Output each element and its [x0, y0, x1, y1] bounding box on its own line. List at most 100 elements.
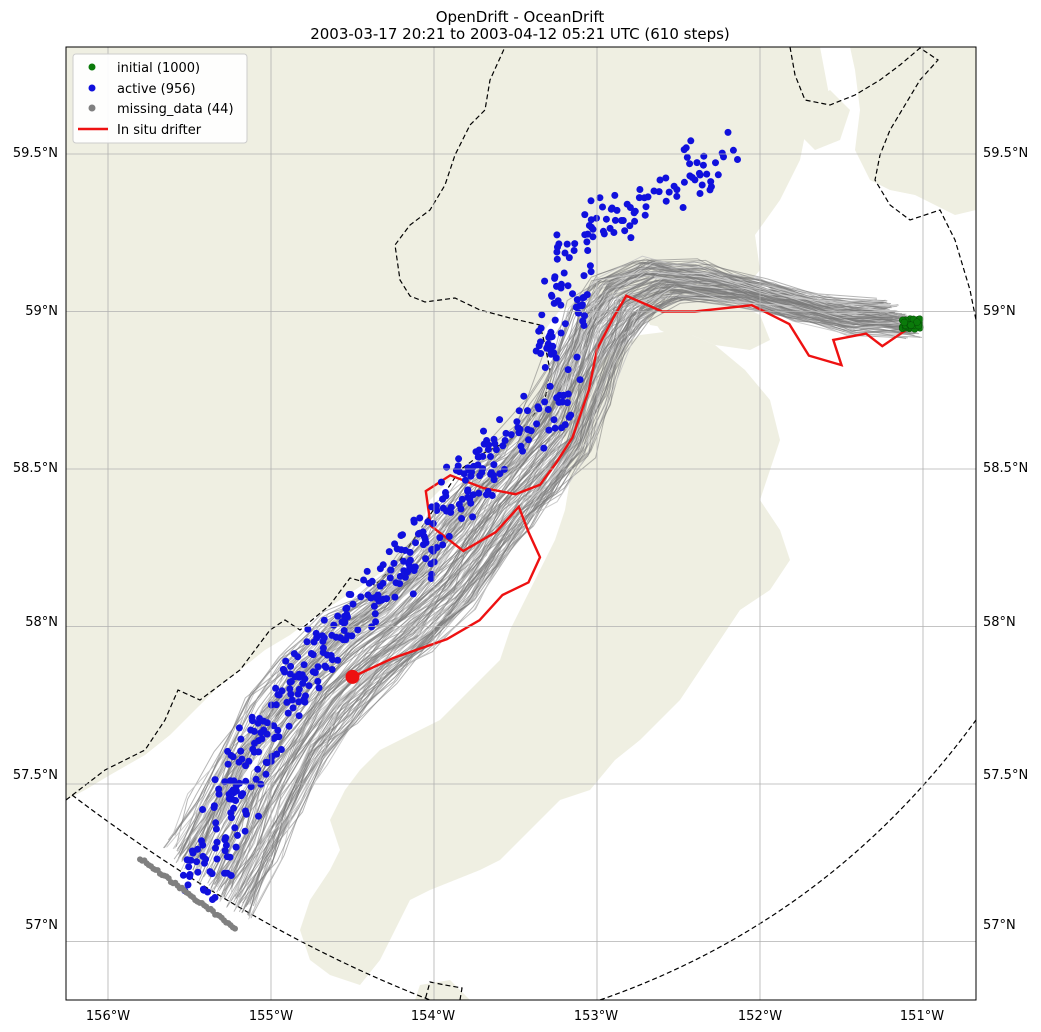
active-particle: [655, 188, 663, 196]
active-particle: [283, 698, 291, 706]
active-particle: [635, 194, 643, 202]
active-particle: [570, 247, 578, 254]
active-particle: [693, 159, 701, 167]
active-particle: [680, 178, 688, 186]
active-particle: [338, 618, 346, 626]
lat-tick-label: 58.5°N: [983, 461, 1028, 476]
active-particle: [445, 532, 453, 540]
lat-tick-label: 59°N: [983, 304, 1016, 319]
mainland-alaska-peninsula: [66, 47, 830, 800]
lon-tick-label: 154°W: [411, 1009, 455, 1024]
active-particle: [626, 222, 634, 230]
active-particle: [551, 424, 559, 432]
active-particle: [621, 227, 629, 235]
trajectory-line: [192, 265, 884, 871]
active-particle: [527, 427, 535, 435]
active-particle: [199, 806, 207, 813]
active-particle: [687, 137, 695, 145]
active-particle: [322, 663, 330, 671]
active-particle: [254, 765, 262, 773]
active-particle: [550, 416, 558, 424]
active-particle: [245, 757, 253, 765]
active-particle: [484, 446, 492, 453]
active-particle: [227, 809, 235, 817]
active-particle: [295, 698, 303, 706]
active-particle: [202, 855, 210, 863]
active-particle: [429, 520, 437, 527]
active-particle: [556, 391, 564, 399]
active-particle: [520, 392, 528, 400]
land-layer: [66, 47, 976, 1000]
active-particle: [547, 347, 555, 354]
active-particle: [499, 442, 507, 450]
active-particle: [294, 653, 302, 661]
active-particle: [480, 427, 487, 435]
trajectory-line: [248, 295, 924, 920]
active-particle: [555, 240, 563, 248]
active-particle: [295, 712, 303, 720]
legend: initial (1000) active (956) missing_data…: [72, 53, 248, 144]
active-particle: [557, 301, 565, 309]
active-particle: [270, 735, 278, 742]
active-particle: [630, 209, 638, 217]
active-particle: [199, 841, 207, 849]
active-particle: [517, 442, 525, 450]
active-particle: [436, 534, 444, 542]
active-particle: [515, 407, 523, 415]
active-particle: [546, 382, 554, 390]
active-particle: [336, 634, 344, 642]
lat-tick-label: 59.5°N: [13, 146, 58, 161]
trajectory-line: [239, 297, 921, 904]
lon-tick-label: 153°W: [574, 1009, 618, 1024]
active-particle: [221, 869, 228, 877]
active-particle: [492, 446, 500, 454]
active-particle: [212, 844, 219, 852]
active-particle: [550, 299, 558, 307]
active-particle: [565, 254, 573, 262]
active-particle: [569, 290, 576, 298]
active-particle: [541, 398, 549, 406]
active-particle: [501, 437, 509, 444]
active-particle: [599, 203, 606, 211]
active-particle: [354, 626, 362, 634]
boundary-arc-south: [71, 719, 976, 1000]
active-particle: [241, 827, 249, 835]
active-particle: [561, 249, 569, 257]
active-particle: [474, 461, 482, 469]
active-particle: [186, 873, 194, 880]
active-particle: [258, 735, 266, 743]
active-particle: [194, 868, 202, 876]
active-particle: [222, 841, 230, 849]
lat-tick-label: 59°N: [25, 304, 58, 319]
active-particle: [541, 364, 549, 371]
active-particle: [695, 169, 703, 177]
active-particle: [238, 755, 246, 763]
active-particle: [584, 230, 592, 238]
active-particle: [360, 576, 368, 584]
active-particle: [524, 407, 531, 415]
lat-tick-label: 58°N: [25, 615, 58, 630]
trajectory-line: [210, 274, 894, 890]
active-particle: [636, 186, 644, 193]
active-particle: [608, 204, 616, 212]
lat-tick-label: 58°N: [983, 615, 1016, 630]
active-particle: [642, 203, 650, 211]
active-particle: [487, 470, 495, 478]
active-particle: [345, 590, 353, 598]
active-particle: [467, 499, 475, 507]
active-particle: [561, 421, 569, 429]
active-particle: [631, 217, 639, 225]
legend-box: [72, 53, 248, 144]
active-particle: [662, 197, 670, 205]
active-particle: [412, 539, 419, 547]
active-particle: [583, 291, 591, 299]
active-particle: [641, 211, 649, 219]
active-particle: [268, 752, 276, 760]
active-particle: [305, 682, 313, 690]
active-particle: [573, 353, 581, 361]
active-particle: [225, 790, 233, 798]
active-particle: [399, 531, 406, 539]
missing-data-particle: [232, 925, 238, 932]
active-particle: [602, 215, 610, 223]
islet-south: [415, 980, 470, 1000]
